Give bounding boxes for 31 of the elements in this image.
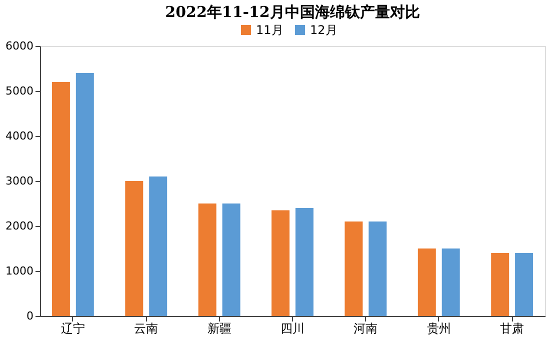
- x-tick-label: 河南: [354, 322, 378, 336]
- y-tick-label: 1000: [6, 264, 34, 278]
- bar: [368, 222, 387, 316]
- bar: [272, 210, 290, 316]
- y-tick-label: 3000: [6, 174, 34, 188]
- bar: [198, 204, 216, 316]
- bar: [76, 73, 94, 316]
- legend-label: 12月: [310, 23, 338, 37]
- y-tick-label: 5000: [6, 84, 34, 98]
- bar: [52, 82, 70, 316]
- bar: [418, 248, 436, 316]
- bar: [295, 208, 314, 316]
- legend-label: 11月: [256, 23, 284, 37]
- y-tick-label: 2000: [6, 220, 34, 232]
- bar: [442, 248, 460, 316]
- bar: [149, 176, 168, 316]
- x-tick-label: 新疆: [207, 322, 232, 336]
- bar: [515, 253, 534, 316]
- x-tick-label: 贵州: [426, 322, 451, 336]
- bar: [344, 222, 363, 316]
- x-tick-label: 甘肃: [500, 322, 524, 336]
- y-tick-label: 0: [26, 310, 34, 322]
- x-tick-label: 辽宁: [60, 322, 85, 336]
- x-tick-label: 四川: [280, 322, 304, 336]
- bar: [222, 204, 240, 316]
- y-tick-label: 6000: [6, 40, 34, 52]
- bar: [491, 253, 510, 316]
- y-tick-label: 4000: [6, 130, 34, 142]
- bar: [125, 181, 144, 316]
- x-tick-label: 云南: [134, 322, 158, 336]
- chart-title: 2022年11-12月中国海绵钛产量对比: [165, 3, 420, 21]
